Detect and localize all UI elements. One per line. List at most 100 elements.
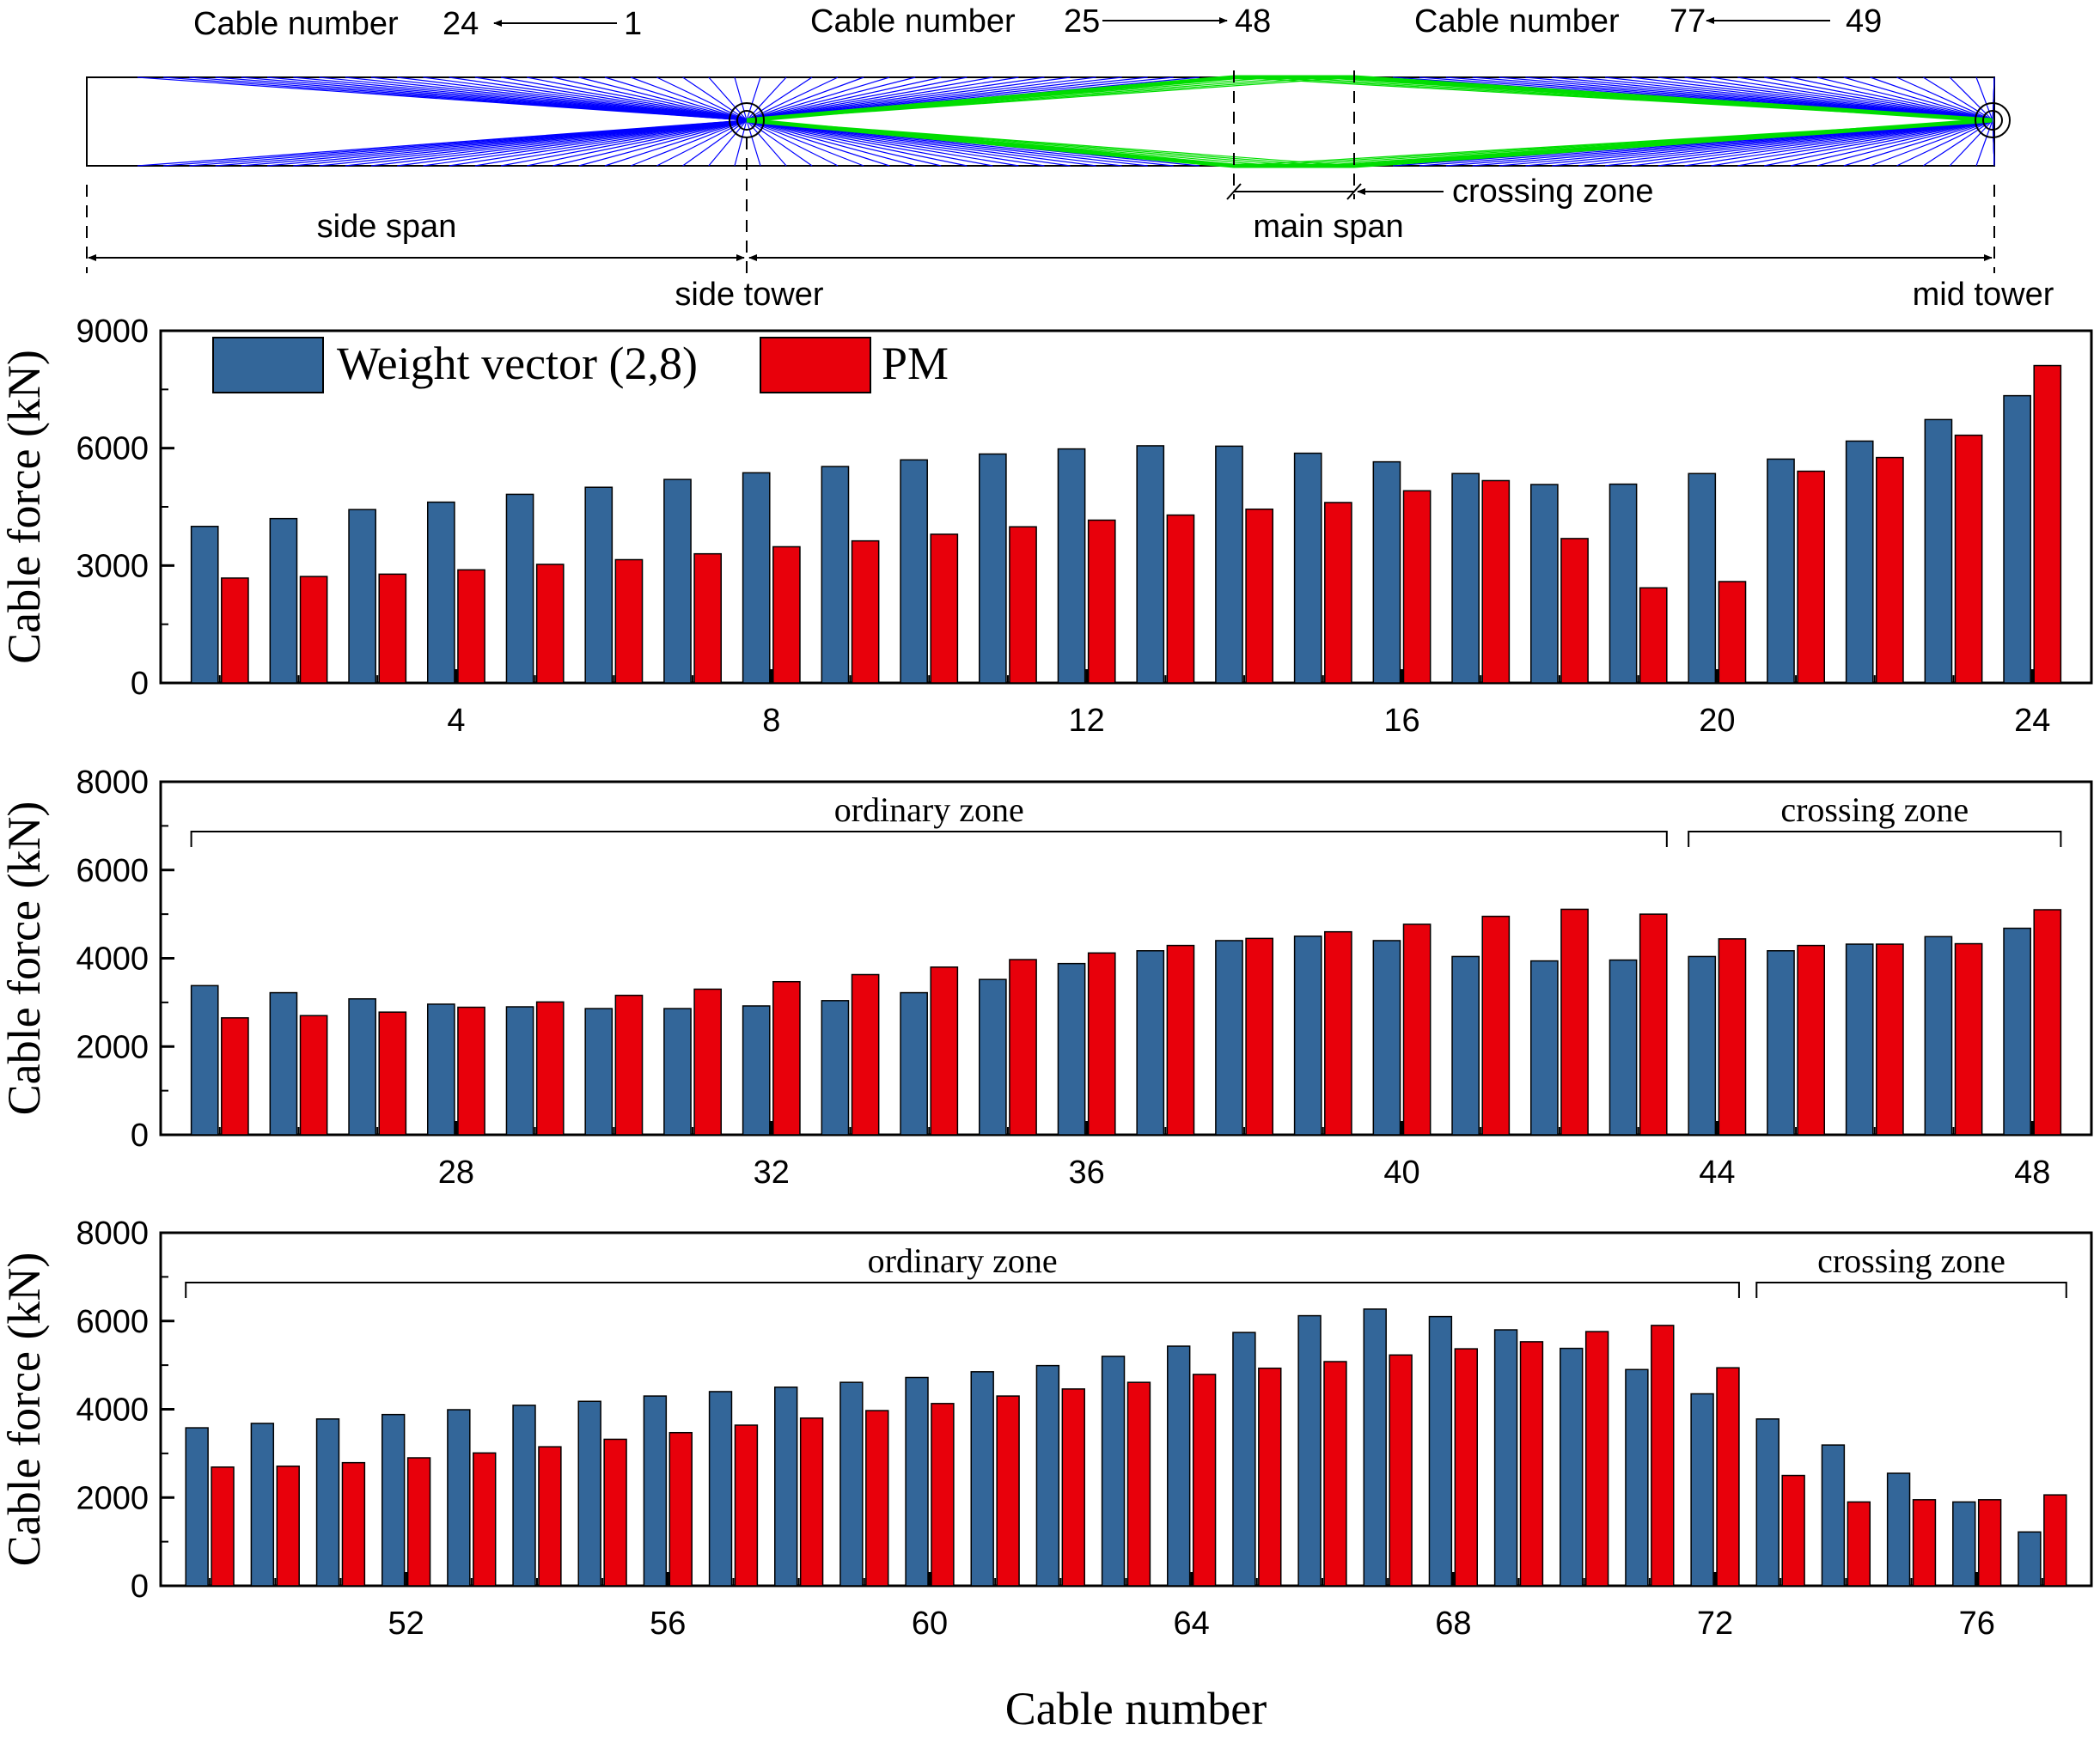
bar-pm <box>1876 456 1904 684</box>
bar-pm <box>930 533 959 684</box>
mid-tower-cable <box>1922 119 1993 167</box>
x-tick-label: 48 <box>2014 1155 2050 1191</box>
main-span-cable <box>746 76 761 121</box>
y-tick-label: 2000 <box>76 1029 149 1065</box>
bar-weight-vector <box>839 1381 864 1587</box>
mid-tower-cable <box>1949 119 1993 167</box>
cable-force-panel-2: 0 2000 4000 6000 8000 Cable force (kN) 28 32 36 4… <box>0 765 2093 1191</box>
bar-pm <box>614 558 644 684</box>
mid-tower-cable <box>1816 119 1993 167</box>
main-span-cable <box>746 76 1045 121</box>
bar-weight-vector <box>1690 1393 1714 1587</box>
main-span-cable <box>746 76 942 121</box>
legend-pm-label: PM <box>882 338 949 389</box>
mid-tower-cable <box>1843 119 1993 167</box>
mid-tower-cable <box>1975 76 1993 121</box>
bar-weight-vector <box>1428 1315 1453 1587</box>
y-tick-label: 6000 <box>76 1304 149 1340</box>
bar-pm <box>693 988 723 1136</box>
bar-weight-vector <box>1529 484 1559 684</box>
bar-pm <box>614 994 644 1136</box>
bar-weight-vector <box>821 1000 850 1136</box>
bar-pm <box>1166 514 1195 684</box>
mid-tower-cable <box>1764 76 1993 121</box>
bar-weight-vector <box>1952 1501 1976 1587</box>
bar-pm <box>1781 1474 1805 1587</box>
legend-weight-swatch <box>212 337 324 393</box>
bar-pm <box>851 973 880 1136</box>
bar-weight-vector <box>1688 955 1717 1136</box>
y-tick-label: 4000 <box>76 942 149 978</box>
y-tick-label: 0 <box>131 666 149 702</box>
x-tick-label: 32 <box>754 1155 790 1191</box>
bar-weight-vector <box>1215 445 1243 684</box>
bar-pm <box>2033 364 2062 684</box>
zone-bracket <box>1755 1282 2067 1298</box>
bar-pm <box>865 1410 889 1587</box>
bar-weight-vector <box>2003 394 2031 684</box>
bar-pm <box>1126 1381 1151 1587</box>
bar-pm <box>211 1466 235 1587</box>
side-span-cable <box>449 76 748 121</box>
main-span-cable <box>746 119 916 167</box>
y-tick-label: 8000 <box>76 1216 149 1252</box>
bar-weight-vector <box>426 501 455 684</box>
main-span-cable <box>746 119 890 167</box>
mid-tower-label: mid tower <box>1913 277 2054 313</box>
cable-group-1-label: Cable number <box>193 6 399 42</box>
bar-pm <box>378 573 407 684</box>
bar-weight-vector <box>1924 418 1953 684</box>
bar-weight-vector <box>1767 950 1795 1136</box>
bar-weight-vector <box>1035 1364 1060 1587</box>
mid-tower-cable <box>1790 76 1993 121</box>
y-axis-label: Cable force (kN) <box>0 350 50 664</box>
bar-weight-vector <box>1136 950 1165 1136</box>
side-span-cable <box>527 119 748 167</box>
cable-group-2-start: 25 <box>1064 3 1100 40</box>
side-span-cable <box>370 119 748 167</box>
bar-pm <box>1639 913 1668 1136</box>
y-tick-label: 9000 <box>76 314 149 350</box>
bar-pm <box>1481 915 1511 1136</box>
x-tick-label: 68 <box>1435 1606 1471 1642</box>
x-tick-label: 20 <box>1699 703 1735 739</box>
y-tick-label: 6000 <box>76 853 149 889</box>
main-span-cable <box>746 119 761 167</box>
bar-weight-vector <box>426 1003 455 1136</box>
bar-pm <box>1324 502 1352 684</box>
bar-weight-vector <box>269 517 298 684</box>
y-axis-label: Cable force (kN) <box>0 1252 50 1567</box>
bar-weight-vector <box>1845 440 1874 684</box>
x-tick-label: 52 <box>388 1606 424 1642</box>
bar-pm <box>996 1395 1020 1587</box>
bar-weight-vector <box>447 1409 471 1587</box>
bar-weight-vector <box>512 1405 536 1587</box>
bar-pm <box>1061 1388 1085 1587</box>
bar-weight-vector <box>190 526 219 684</box>
mid-tower-cable <box>1711 76 1993 121</box>
cable-fans <box>137 75 1995 168</box>
bar-weight-vector <box>269 991 298 1136</box>
side-span-cable <box>527 76 748 121</box>
bar-weight-vector <box>663 478 692 684</box>
bridge-diagram: Cable number 24 1 Cable number 25 48 Cab… <box>86 3 2054 313</box>
bar-pm <box>1560 908 1589 1136</box>
bar-weight-vector <box>1625 1368 1649 1587</box>
side-span-cable <box>397 119 748 167</box>
bar-weight-vector <box>250 1423 275 1587</box>
bar-pm <box>603 1438 627 1587</box>
bar-weight-vector <box>1767 458 1795 684</box>
main-span-cable <box>746 76 813 121</box>
bar-pm <box>668 1431 693 1587</box>
bar-pm <box>931 1403 955 1587</box>
side-span-cable <box>474 76 748 121</box>
bar-pm <box>1402 923 1432 1136</box>
bar-weight-vector <box>2018 1531 2042 1587</box>
main-span-cable <box>746 76 968 121</box>
side-span-cable <box>423 76 748 121</box>
bar-pm <box>1954 942 1983 1136</box>
cable-force-panel-1: 0 3000 6000 9000 Cable force (kN) 4 8 12 16 20 24 <box>0 314 2093 739</box>
main-span-cable <box>746 119 1019 167</box>
bar-pm <box>851 539 880 684</box>
